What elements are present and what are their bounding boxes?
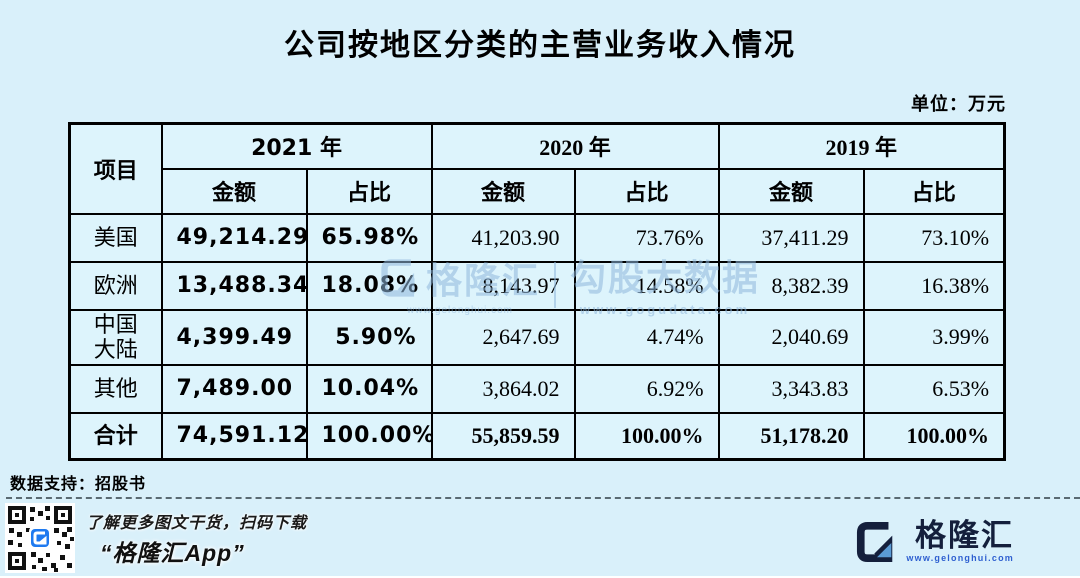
col-header-year-2021: 2021 年	[160, 122, 433, 170]
table-header-years: 项目 2021 年 2020 年 2019 年	[68, 122, 1006, 215]
total-2020-amount: 55,859.59	[430, 411, 576, 461]
gelonghui-logo-url: www.gelonghui.com	[906, 553, 1014, 563]
europe-2020-ratio: 14.58%	[573, 260, 720, 311]
total-2021-ratio: 100.00%	[305, 411, 433, 461]
col-header-ratio-2020: 占比	[573, 167, 720, 215]
europe-2021-ratio: 18.08%	[305, 260, 433, 311]
col-header-ratio-2021: 占比	[305, 167, 433, 215]
col-header-ratio-2019: 占比	[862, 167, 1006, 215]
china-2019-amount: 2,040.69	[717, 308, 865, 366]
other-2019-amount: 3,343.83	[717, 363, 865, 414]
gelonghui-logo: 格隆汇 www.gelonghui.com	[856, 520, 1014, 563]
other-2020-amount: 3,864.02	[430, 363, 576, 414]
other-2019-ratio: 6.53%	[862, 363, 1006, 414]
row-label-other: 其他	[68, 363, 163, 414]
us-2019-ratio: 73.10%	[862, 212, 1006, 263]
china-2021-amount: 4,399.49	[160, 308, 308, 366]
total-2019-amount: 51,178.20	[717, 411, 865, 461]
us-2021-ratio: 65.98%	[305, 212, 433, 263]
table-row-other: 其他 7,489.00 10.04% 3,864.02 6.92% 3,343.…	[68, 363, 1006, 414]
europe-2019-amount: 8,382.39	[717, 260, 865, 311]
app-name-text: “格隆汇App”	[100, 540, 245, 566]
footer-divider	[6, 497, 1080, 499]
promo-text: 了解更多图文干货，扫码下载	[86, 515, 308, 532]
col-header-year-2019: 2019 年	[717, 122, 1006, 170]
row-label-mainland-china: 中国大陆	[68, 308, 163, 366]
table-row-total: 合计 74,591.12 100.00% 55,859.59 100.00% 5…	[68, 411, 1006, 461]
total-2019-ratio: 100.00%	[862, 411, 1006, 461]
col-header-amount-2021: 金额	[160, 167, 308, 215]
europe-2019-ratio: 16.38%	[862, 260, 1006, 311]
gelonghui-logo-icon	[856, 521, 898, 563]
page-title: 公司按地区分类的主营业务收入情况	[284, 29, 796, 62]
row-label-total: 合计	[68, 411, 163, 461]
other-2021-ratio: 10.04%	[305, 363, 433, 414]
gelonghui-logo-text: 格隆汇	[915, 518, 1014, 553]
table-row-us: 美国 49,214.29 65.98% 41,203.90 73.76% 37,…	[68, 212, 1006, 263]
table-header-subcolumns: 金额 占比 金额 占比 金额 占比	[70, 167, 1006, 215]
data-source-label: 数据支持：招股书	[10, 476, 147, 493]
total-2021-amount: 74,591.12	[160, 411, 308, 461]
row-label-europe: 欧洲	[68, 260, 163, 311]
china-2019-ratio: 3.99%	[862, 308, 1006, 366]
us-2021-amount: 49,214.29	[160, 212, 308, 263]
revenue-by-region-table: 项目 2021 年 2020 年 2019 年 金额 占比 金额 占比 金额 占…	[68, 122, 1007, 461]
china-2020-ratio: 4.74%	[573, 308, 720, 366]
us-2019-amount: 37,411.29	[717, 212, 865, 263]
total-2020-ratio: 100.00%	[573, 411, 720, 461]
us-2020-ratio: 73.76%	[573, 212, 720, 263]
china-2021-ratio: 5.90%	[305, 308, 433, 366]
china-2020-amount: 2,647.69	[430, 308, 576, 366]
us-2020-amount: 41,203.90	[430, 212, 576, 263]
other-2020-ratio: 6.92%	[573, 363, 720, 414]
qr-code	[5, 503, 75, 573]
row-label-us: 美国	[68, 212, 163, 263]
europe-2020-amount: 8,143.97	[430, 260, 576, 311]
other-2021-amount: 7,489.00	[160, 363, 308, 414]
col-header-amount-2020: 金额	[430, 167, 576, 215]
europe-2021-amount: 13,488.34	[160, 260, 308, 311]
table-row-europe: 欧洲 13,488.34 18.08% 8,143.97 14.58% 8,38…	[68, 260, 1006, 311]
col-header-item: 项目	[68, 122, 163, 215]
unit-label: 单位：万元	[911, 94, 1006, 114]
col-header-year-2020: 2020 年	[430, 122, 720, 170]
col-header-amount-2019: 金额	[717, 167, 865, 215]
table-row-mainland-china: 中国大陆 4,399.49 5.90% 2,647.69 4.74% 2,040…	[68, 308, 1006, 366]
